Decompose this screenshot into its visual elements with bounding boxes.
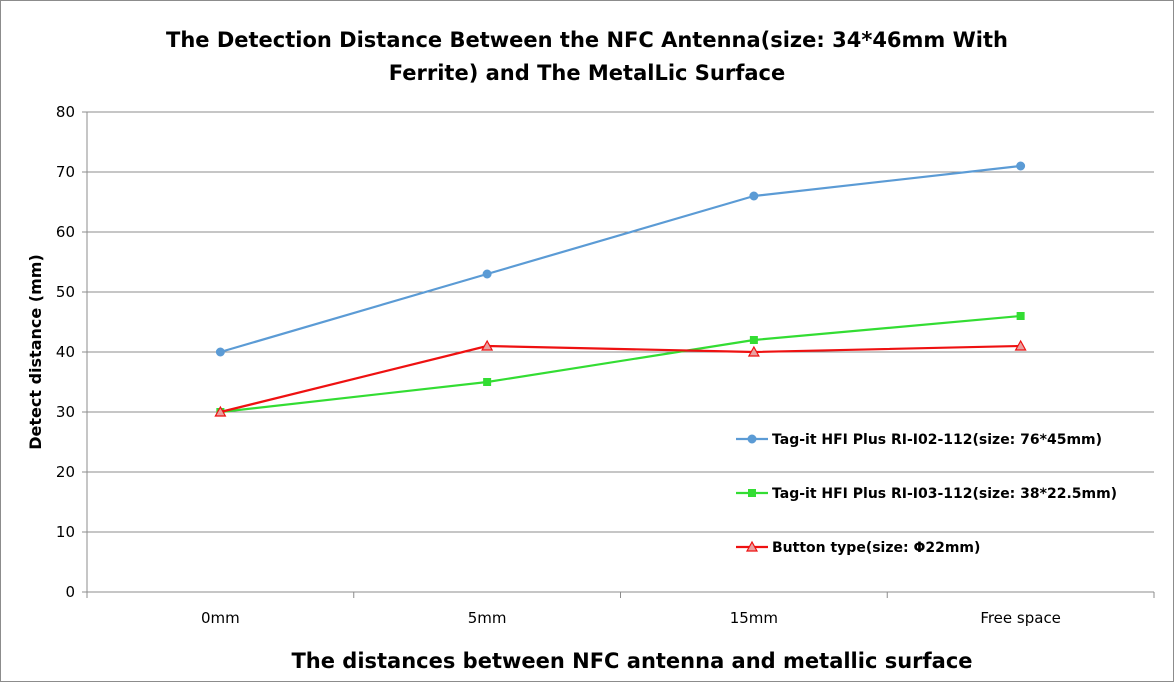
y-tick-label: 40: [56, 343, 75, 361]
x-tick-label: Free space: [980, 609, 1061, 627]
y-tick-label: 60: [56, 223, 75, 241]
legend-item: Tag-it HFI Plus RI-I02-112(size: 76*45mm…: [736, 432, 1102, 448]
x-tick-label: 0mm: [201, 609, 240, 627]
series-lines: [214, 161, 1027, 417]
y-tick-label: 30: [56, 403, 75, 421]
y-axis-label: Detect distance (mm): [26, 254, 45, 450]
data-point: [482, 269, 492, 279]
data-point: [1014, 339, 1027, 351]
legend: Tag-it HFI Plus RI-I02-112(size: 76*45mm…: [736, 432, 1117, 556]
series-line: [220, 314, 1021, 414]
x-axis-label: The distances between NFC antenna and me…: [291, 649, 972, 673]
data-point: [481, 339, 494, 351]
data-point: [749, 191, 759, 201]
y-tick-label: 0: [65, 583, 75, 601]
legend-marker: [745, 540, 759, 552]
series-3: [214, 339, 1027, 417]
y-tick-label: 80: [56, 103, 75, 121]
data-point: [214, 405, 227, 417]
data-point: [483, 378, 492, 386]
legend-item: Button type(size: Φ22mm): [736, 540, 980, 556]
data-point: [747, 345, 760, 357]
y-tick-label: 50: [56, 283, 75, 301]
legend-label: Button type(size: Φ22mm): [772, 540, 980, 556]
data-point: [1016, 161, 1026, 171]
y-tick-label: 70: [56, 163, 75, 181]
chart-title-line-2: Ferrite) and The MetalLic Surface: [389, 61, 785, 85]
legend-marker: [747, 434, 757, 444]
axes: 0 10 20 30 40 50 60 70 80 0mm 5mm 15mm Free space: [56, 103, 1155, 627]
legend-label: Tag-it HFI Plus RI-I02-112(size: 76*45mm…: [772, 432, 1102, 448]
x-tick-label: 5mm: [468, 609, 507, 627]
gridlines: [87, 111, 1154, 533]
legend-marker: [748, 489, 756, 497]
series-line: [220, 344, 1021, 414]
y-tick-label: 10: [56, 523, 75, 541]
series-line: [220, 164, 1021, 354]
chart-title-line-1: The Detection Distance Between the NFC A…: [166, 28, 1008, 52]
legend-item: Tag-it HFI Plus RI-I03-112(size: 38*22.5…: [736, 486, 1117, 502]
series-2: [216, 312, 1025, 416]
data-point: [215, 347, 225, 357]
y-tick-label: 20: [56, 463, 75, 481]
x-tick-label: 15mm: [730, 609, 778, 627]
data-point: [749, 336, 758, 344]
data-point: [1016, 312, 1025, 320]
legend-label: Tag-it HFI Plus RI-I03-112(size: 38*22.5…: [772, 486, 1117, 502]
series-1: [215, 161, 1026, 357]
